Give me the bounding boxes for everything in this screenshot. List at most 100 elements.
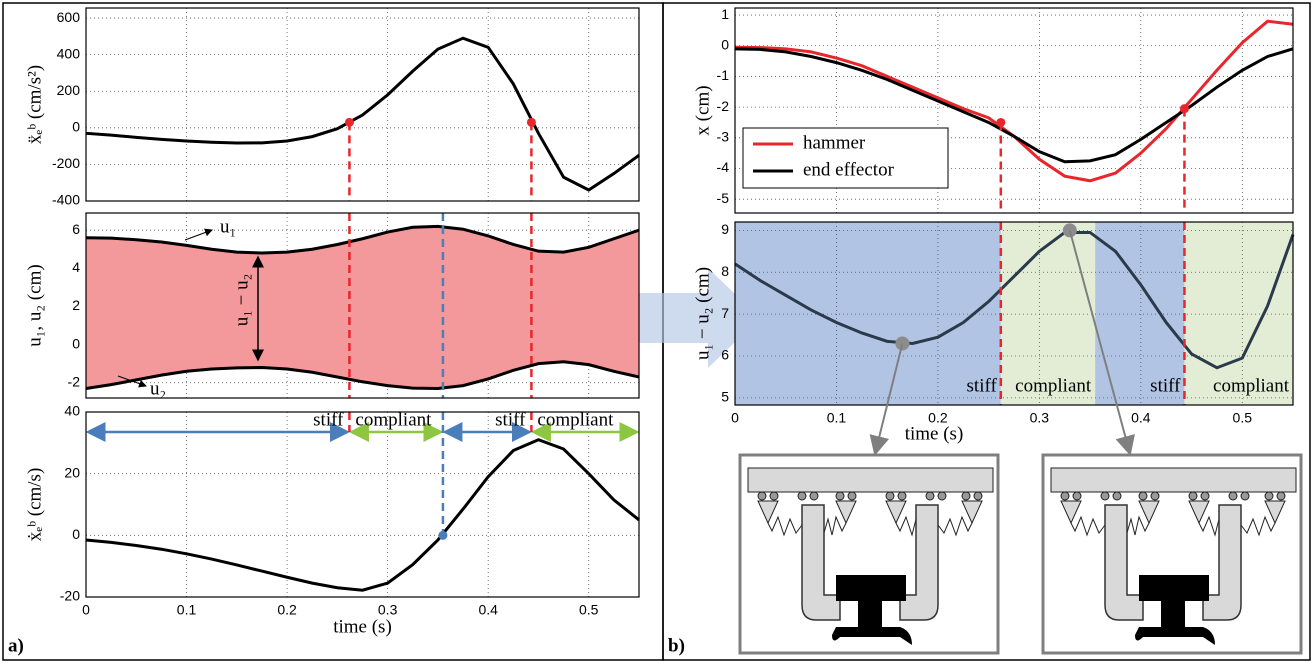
annotation: u₁ − u₂ <box>231 274 252 326</box>
annotation-arrow <box>184 228 213 241</box>
y-tick-label: -20 <box>60 588 80 604</box>
x-tick-label: 0.4 <box>1131 410 1151 426</box>
y-tick-label: 4 <box>72 259 80 275</box>
y-axis-label: ẍₑᵇ (cm/s²) <box>24 65 45 144</box>
x-tick-label: 0.3 <box>378 602 398 618</box>
pointer-arrow <box>1068 230 1135 456</box>
y-tick-label: 0 <box>72 526 80 542</box>
panel-label: b) <box>668 635 685 656</box>
y-axis-label: x (cm) <box>692 85 713 135</box>
x-tick-label: 0.2 <box>277 602 297 618</box>
phase-label: stiff <box>495 409 526 430</box>
y-tick-label: 400 <box>57 45 81 61</box>
pointer-arrow <box>869 343 904 456</box>
line <box>734 230 1295 370</box>
phase-region <box>735 222 1001 405</box>
marker <box>1179 104 1189 114</box>
phase-label: compliant <box>1015 375 1092 396</box>
x-tick-label: 0.5 <box>1233 410 1253 426</box>
y-tick-label: 6 <box>721 347 729 363</box>
y-tick-label: 200 <box>57 82 81 98</box>
chart: -5 -4 -3 -2 -1 0 1 hammer end effector x (cm) <box>692 6 1294 214</box>
x-tick-label: 0.1 <box>827 410 847 426</box>
y-axis-label: u₁, u₂ (cm) <box>24 264 45 346</box>
y-tick-label: 7 <box>721 305 729 321</box>
series-label: u₂ <box>150 378 166 399</box>
y-tick-label: 0 <box>721 36 729 52</box>
y-tick-label: 2 <box>72 297 80 313</box>
x-tick-label: 0.4 <box>478 602 498 618</box>
plot-frame <box>85 212 640 399</box>
y-tick-label: -200 <box>52 155 80 171</box>
y-tick-label: -3 <box>717 129 730 145</box>
marker <box>526 117 536 127</box>
legend: hammer end effector <box>742 127 949 189</box>
y-tick-label: -2 <box>717 98 730 114</box>
x-tick-label: 0.2 <box>928 410 948 426</box>
transition-arrow <box>625 268 760 368</box>
plot-area <box>86 8 639 201</box>
chart: -400 -200 0 200 400 600 ẍₑᵇ (cm/s²) <box>24 7 640 208</box>
series-label: u₁ <box>220 216 236 237</box>
y-tick-label: 40 <box>64 403 80 419</box>
plot-frame <box>85 411 640 598</box>
y-tick-label: -400 <box>52 192 80 208</box>
y-tick-label: 20 <box>64 464 80 480</box>
chart: -2 0 2 4 6 u₁ u₂ u₁ − u₂ u₁, u₂ (cm) <box>24 212 640 399</box>
y-axis-label: ẋₑᵇ (cm/s) <box>24 468 45 542</box>
line <box>85 438 640 592</box>
phase-region <box>1184 222 1293 405</box>
panel-label: a) <box>8 635 24 656</box>
y-axis-label: u₁ − u₂ (cm) <box>692 267 713 360</box>
line <box>85 36 640 192</box>
phase-region <box>1000 222 1096 405</box>
phase-label: stiff <box>1150 375 1181 396</box>
x-axis-label: time (s) <box>905 423 964 444</box>
legend-label: hammer <box>803 132 866 153</box>
line <box>85 360 640 390</box>
chart: stiff compliant stiff compliant 5 6 7 8 9 0 0.1 0.2… <box>692 221 1295 444</box>
x-tick-label: 0.3 <box>1030 410 1050 426</box>
y-tick-label: 6 <box>72 221 80 237</box>
y-tick-label: -5 <box>717 190 730 206</box>
x-tick-label: 0 <box>731 410 739 426</box>
phase-label: compliant <box>537 409 614 430</box>
y-tick-label: 600 <box>57 9 81 25</box>
phase-label: compliant <box>355 409 432 430</box>
line <box>734 47 1294 164</box>
x-tick-label: 0.1 <box>177 602 197 618</box>
y-tick-label: -1 <box>717 67 730 83</box>
y-tick-label: 5 <box>721 389 729 405</box>
y-tick-label: -4 <box>717 159 730 175</box>
x-tick-label: 0.5 <box>579 602 599 618</box>
plot-frame <box>85 7 640 202</box>
annotation-arrow <box>117 375 147 388</box>
phase-region <box>1095 222 1185 405</box>
marker <box>438 530 448 540</box>
marker <box>996 117 1006 127</box>
plot-frame <box>734 221 1294 406</box>
y-tick-label: 8 <box>721 263 729 279</box>
y-tick-label: 9 <box>721 221 729 237</box>
y-tick-label: 1 <box>721 6 729 22</box>
line <box>85 224 640 255</box>
marker <box>344 117 354 127</box>
legend-label: end effector <box>803 159 895 180</box>
x-axis-label: time (s) <box>333 616 392 637</box>
plot-frame <box>734 7 1294 214</box>
plot-area <box>86 412 639 597</box>
band <box>86 226 639 389</box>
y-tick-label: 0 <box>72 119 80 135</box>
phase-label: stiff <box>967 375 998 396</box>
x-tick-label: 0 <box>82 602 90 618</box>
stiff-mechanism-diagram <box>738 453 1000 655</box>
y-tick-label: 0 <box>72 335 80 351</box>
phase-label: stiff <box>313 409 344 430</box>
legend-box <box>742 127 949 189</box>
y-tick-label: -2 <box>68 373 81 389</box>
compliant-mechanism-diagram <box>1041 453 1303 655</box>
phase-label: compliant <box>1213 375 1290 396</box>
